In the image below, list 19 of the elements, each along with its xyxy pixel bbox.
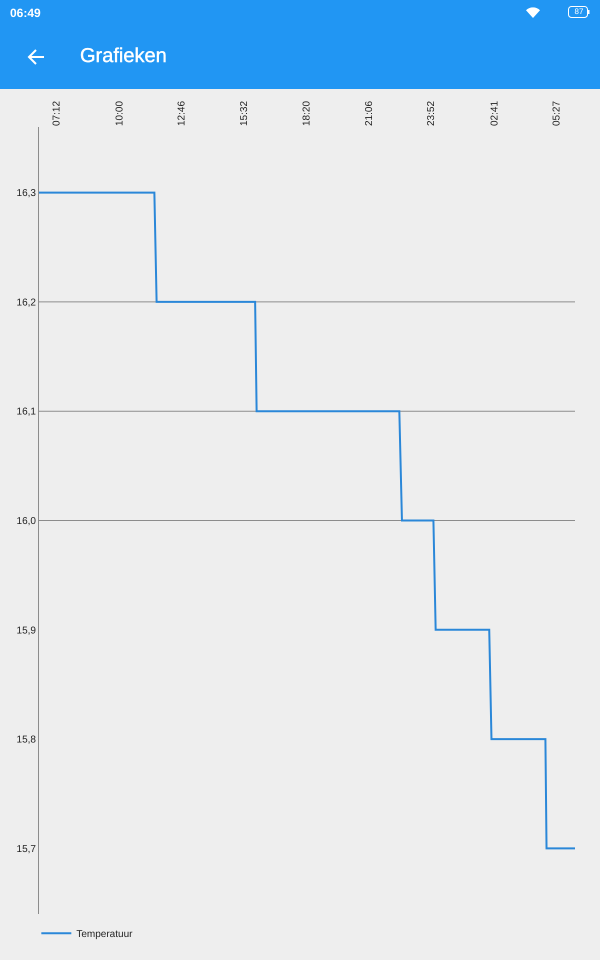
x-tick-label: 18:20 [302, 100, 313, 126]
legend-label: Temperatuur [76, 929, 134, 940]
x-tick-label: 05:27 [552, 100, 563, 126]
x-tick-label: 12:46 [176, 100, 188, 126]
x-tick-label: 15:32 [238, 100, 250, 126]
y-tick-label: 15,9 [16, 625, 36, 636]
x-tick-label: 21:06 [364, 100, 375, 126]
x-tick-label: 02:41 [489, 100, 500, 126]
y-tick-label: 16,0 [16, 516, 36, 527]
y-tick-label: 15,8 [16, 734, 36, 746]
x-tick-label: 07:12 [51, 100, 62, 126]
chart-title: Grafieken [80, 45, 167, 68]
text: 06:49 [10, 6, 41, 20]
x-tick-label: 10:00 [114, 100, 126, 126]
x-tick-label: 23:52 [426, 100, 438, 126]
y-tick-label: 16,3 [16, 188, 36, 200]
y-tick-label: 15,7 [16, 844, 36, 855]
y-tick-label: 16,1 [16, 406, 36, 418]
y-tick-label: 16,2 [16, 297, 36, 308]
